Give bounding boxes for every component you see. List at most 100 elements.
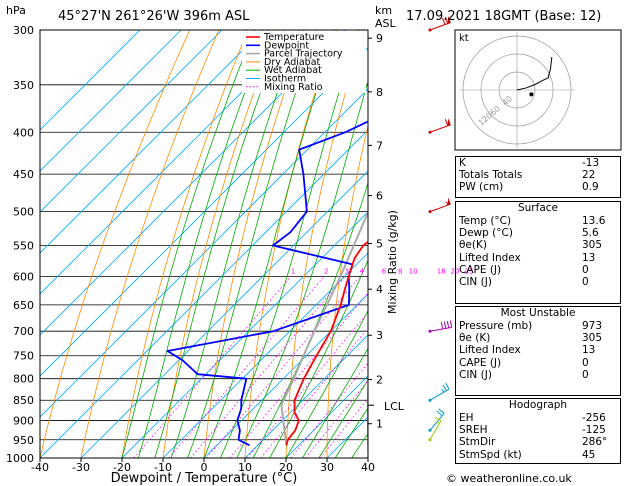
temp-tick-label: -40 — [31, 461, 49, 474]
mixing-ratio-label: 10 — [409, 267, 418, 275]
mu-row: Pressure (mb) 973 — [459, 320, 603, 332]
barb-base — [428, 329, 432, 333]
pressure-tick-label: 450 — [13, 168, 34, 181]
mixing-ratio-label: 2 — [324, 267, 328, 275]
barb-staff — [429, 388, 450, 401]
mixing-ratio-line — [133, 276, 292, 458]
temp-tick-label: 30 — [320, 461, 334, 474]
surface-table: Surface Temp (°C) 13.6 Dewp (°C) 5.6 θe(K)… — [455, 202, 621, 288]
km-tick-label: 4 — [376, 283, 383, 296]
hodograph-trace — [516, 56, 553, 91]
pressure-tick-label: 950 — [13, 434, 34, 447]
km-tick-label: 6 — [376, 190, 383, 203]
wind-barb — [428, 416, 442, 442]
legend-bg — [242, 31, 366, 93]
pressure-tick-label: 900 — [13, 415, 34, 428]
surface-row: Temp (°C) 13.6 — [459, 215, 606, 227]
surface-row: CAPE (J) 0 — [459, 263, 589, 276]
temp-tick-label: 40 — [361, 461, 375, 474]
isotherm-line — [40, 30, 141, 131]
hodo-row: StmDir 286° — [459, 436, 608, 449]
km-axis-unit: km — [375, 4, 392, 17]
index-row: Totals Totals 22 — [459, 169, 596, 182]
wet-adiabat-line — [318, 379, 368, 458]
mu-row: θe (K) 305 — [459, 332, 603, 345]
barb-full — [440, 322, 444, 330]
copyright-footer: © weatheronline.co.uk — [446, 472, 572, 485]
dry-adiabat-line — [244, 30, 336, 458]
mixing-ratio-label: 3 — [345, 267, 349, 275]
legend-entry: Mixing Ratio — [264, 82, 323, 93]
wind-barb — [428, 320, 453, 333]
barb-base — [428, 130, 432, 134]
pressure-tick-label: 550 — [13, 239, 34, 252]
barb-staff — [429, 203, 451, 213]
wet-adiabat-line — [138, 30, 269, 458]
temp-tick-label: -20 — [113, 461, 131, 474]
indices-table: K -13 Totals Totals 22 PW (cm) 0.9 — [455, 157, 621, 194]
legend-entry: Dry Adiabat — [264, 57, 321, 68]
hodograph-unit: kt — [459, 33, 469, 44]
pressure-tick-label: 700 — [13, 325, 34, 338]
dry-adiabat-line — [162, 30, 278, 458]
legend-entry: Parcel Trajectory — [264, 49, 343, 60]
wet-adiabat-line — [334, 407, 368, 458]
dry-adiabat-line — [203, 30, 307, 458]
mu-row: CIN (J) 0 — [459, 368, 589, 381]
barb-full — [444, 16, 449, 24]
temp-tick-label: -30 — [72, 461, 90, 474]
temp-tick-label: -10 — [154, 461, 172, 474]
hodo-row: EH -256 — [459, 412, 606, 424]
temp-tick-label: 0 — [201, 461, 208, 474]
barb-full — [445, 382, 450, 390]
surface-row: Lifted Index 13 — [459, 251, 596, 264]
hodograph-stats-table: Hodograph EH -256 SREH -125 StmDir 286° Stm… — [455, 399, 621, 461]
wind-barb — [428, 382, 450, 402]
barb-staff — [429, 22, 451, 31]
km-tick-label: 1 — [376, 418, 383, 431]
wet-adiabat-line — [170, 30, 300, 458]
wet-adiabat-line — [252, 181, 368, 458]
pressure-tick-label: 800 — [13, 373, 34, 386]
pressure-tick-label: 350 — [13, 79, 34, 92]
wet-adiabat-line — [203, 30, 337, 458]
barb-full — [442, 17, 446, 25]
wet-adiabat-line — [121, 30, 255, 458]
hpa-axis-unit: hPa — [6, 4, 26, 17]
barb-staff — [429, 124, 451, 133]
mixing-ratio-line — [168, 276, 325, 458]
barb-flag — [447, 118, 451, 126]
legend-entry: Wet Adiabat — [264, 65, 322, 76]
isotherm-line — [162, 252, 368, 458]
hodograph-stats-title: Hodograph — [508, 399, 568, 411]
hodograph-stats-box — [455, 398, 621, 464]
isotherm-line — [40, 30, 223, 213]
barb-full — [438, 408, 445, 414]
barb-base — [428, 398, 432, 402]
pressure-tick-label: 1000 — [6, 452, 34, 465]
lcl-label: LCL — [384, 400, 405, 413]
pressure-tick-label: 500 — [13, 206, 34, 219]
wind-barb — [428, 118, 451, 134]
mixing-ratio-line — [190, 276, 346, 458]
barb-half — [436, 421, 440, 424]
surface-row: CIN (J) 0 — [459, 275, 589, 288]
mixing-ratio-label: 8 — [398, 267, 402, 275]
profiles — [166, 120, 368, 447]
station-info: 45°27'N 261°26'W 396m ASL — [58, 9, 250, 24]
wet-adiabat-line — [187, 30, 318, 458]
legend-entry: Dewpoint — [264, 40, 309, 51]
barb-staff — [429, 420, 442, 441]
most-unstable-table: Most Unstable Pressure (mb) 973 θe (K) 305… — [455, 307, 621, 381]
storm-motion-marker — [529, 92, 534, 97]
index-row: K -13 — [459, 157, 600, 169]
legend-entry: Isotherm — [264, 74, 306, 85]
km-tick-label: 7 — [376, 139, 383, 152]
barb-flag — [447, 197, 451, 206]
barb-full — [449, 320, 453, 328]
legend-entry: Temperature — [263, 32, 324, 43]
barb-half — [441, 389, 445, 393]
mixing-ratio-line — [229, 292, 368, 458]
